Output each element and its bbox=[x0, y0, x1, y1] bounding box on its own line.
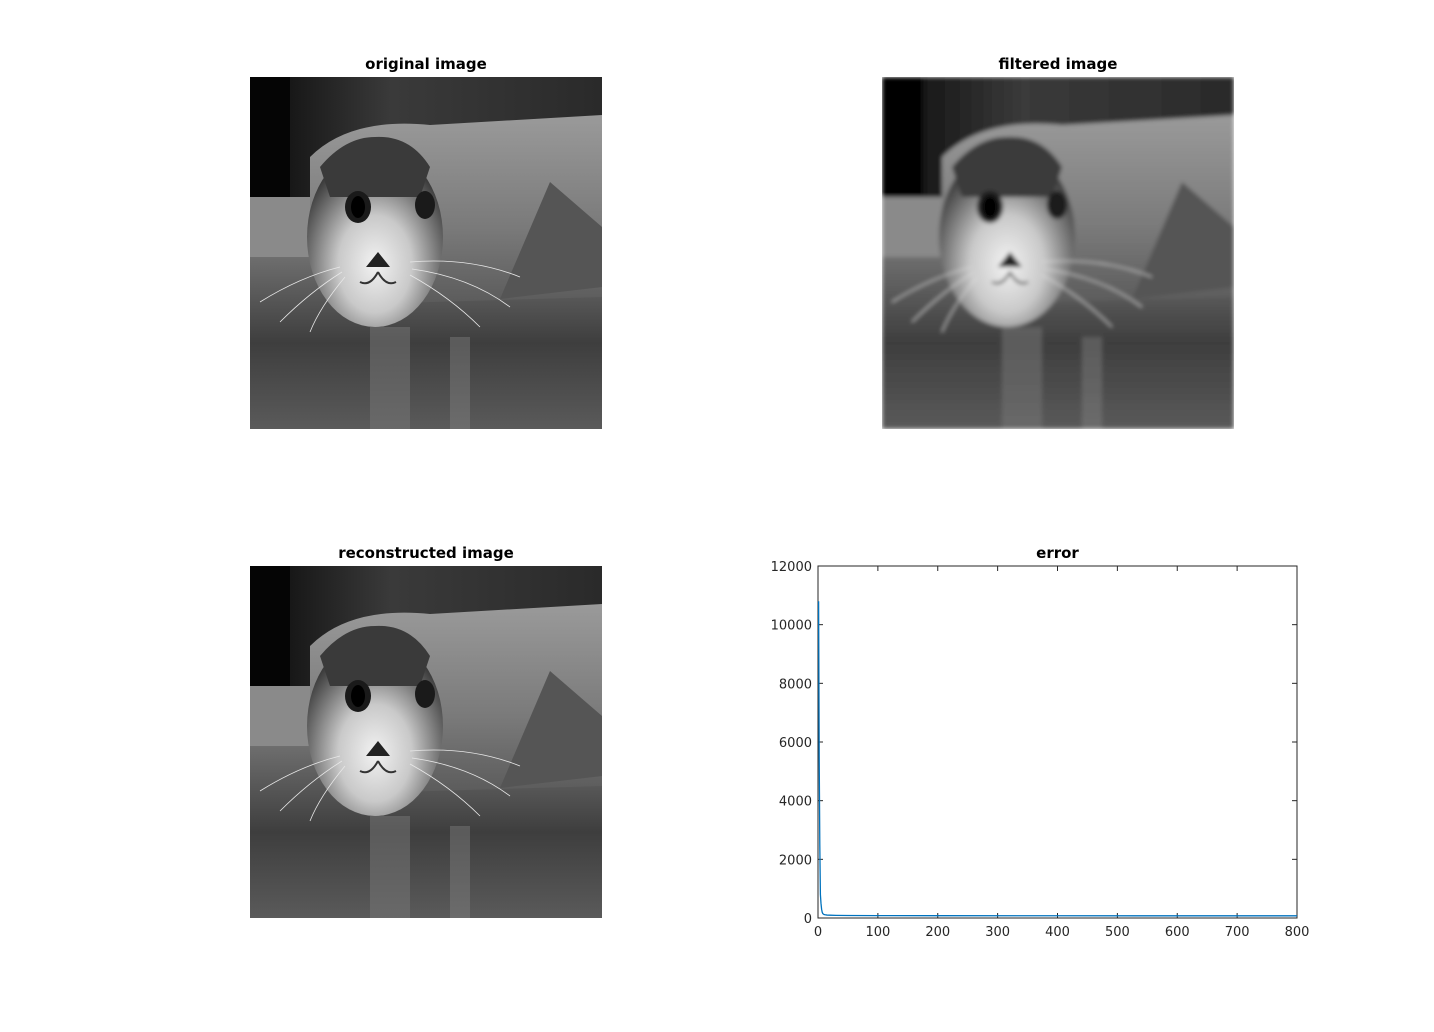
y-tick-label: 2000 bbox=[779, 853, 812, 868]
error-series-line bbox=[817, 601, 1297, 917]
y-tick-label: 6000 bbox=[779, 736, 812, 751]
y-tick-label: 8000 bbox=[779, 677, 812, 692]
y-tick-label: 4000 bbox=[779, 795, 812, 810]
error-axes-box bbox=[817, 565, 1298, 919]
error-chart-title: error bbox=[1036, 545, 1079, 562]
x-tick-label: 200 bbox=[925, 925, 950, 940]
x-tick-label: 300 bbox=[985, 925, 1010, 940]
x-tick-label: 100 bbox=[865, 925, 890, 940]
y-tick-label: 10000 bbox=[771, 619, 812, 634]
filtered-image bbox=[882, 77, 1234, 429]
y-tick-label: 0 bbox=[804, 912, 812, 927]
original-image bbox=[250, 77, 602, 429]
x-tick-label: 400 bbox=[1045, 925, 1070, 940]
x-tick-label: 700 bbox=[1225, 925, 1250, 940]
x-tick-label: 0 bbox=[814, 925, 822, 940]
reconstructed-image-title: reconstructed image bbox=[338, 544, 514, 562]
reconstructed-image bbox=[250, 566, 602, 918]
y-tick-label: 12000 bbox=[771, 560, 812, 575]
filtered-image-title: filtered image bbox=[998, 55, 1118, 73]
original-image-title: original image bbox=[365, 55, 487, 73]
x-tick-label: 600 bbox=[1165, 925, 1190, 940]
x-tick-label: 500 bbox=[1105, 925, 1130, 940]
x-tick-label: 800 bbox=[1285, 925, 1310, 940]
